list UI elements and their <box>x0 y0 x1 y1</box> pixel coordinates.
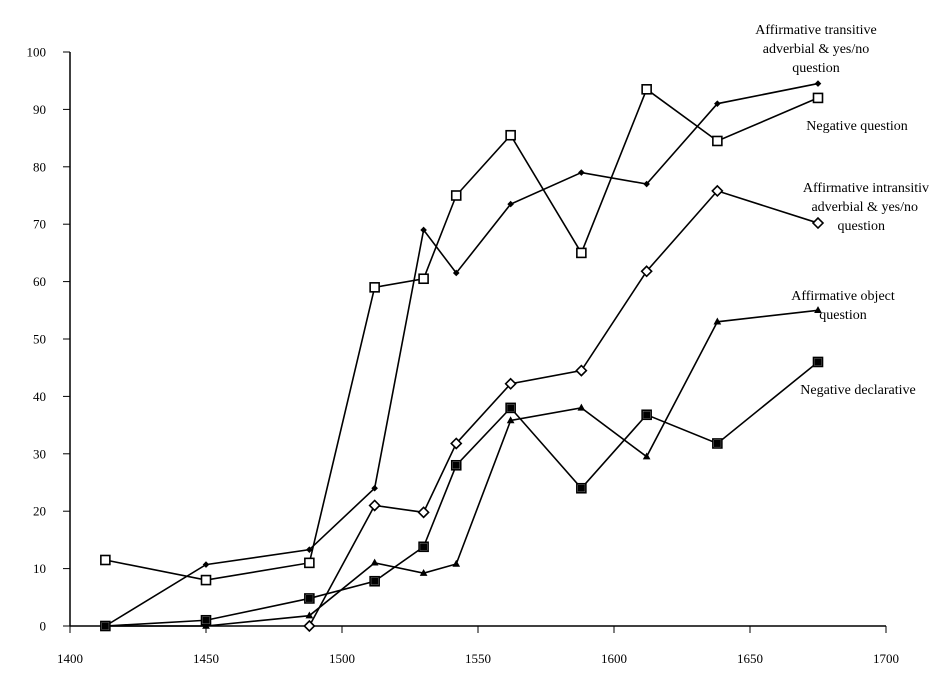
small-diamond-marker <box>814 80 822 87</box>
filled-square-marker <box>420 543 428 551</box>
series-label-line: Affirmative intransitiv <box>803 181 929 196</box>
filled-square-marker <box>577 484 585 492</box>
series-0 <box>102 80 822 630</box>
open-square-marker <box>369 282 380 293</box>
y-tick-label: 60 <box>33 274 46 289</box>
x-tick-label: 1550 <box>465 651 491 666</box>
y-tick-label: 0 <box>40 619 47 634</box>
filled-square-marker <box>814 358 822 366</box>
triangle-marker <box>506 416 515 424</box>
small-diamond-marker <box>202 561 210 568</box>
open-diamond-marker <box>368 499 381 512</box>
series-label-line: Negative declarative <box>800 383 915 398</box>
x-tick-label: 1600 <box>601 651 627 666</box>
series-label-line: question <box>819 308 866 323</box>
small-diamond-marker <box>507 200 514 208</box>
series-label-line: question <box>838 219 885 234</box>
series-label-line: Affirmative transitive <box>755 23 876 38</box>
filled-square-marker <box>101 622 109 630</box>
small-diamond-marker <box>306 546 313 553</box>
triangle-marker <box>577 403 586 411</box>
open-square-marker <box>641 84 652 95</box>
axes: 0 10 20 30 40 50 60 70 80 90 100 1400 1450 1500 1550 16… <box>27 45 900 667</box>
open-diamond-marker <box>504 377 517 390</box>
small-diamond-marker <box>714 100 721 107</box>
triangle-marker <box>419 568 428 576</box>
x-tick-label: 1400 <box>57 651 83 666</box>
x-tick-label: 1700 <box>873 651 899 666</box>
small-diamond-marker <box>578 169 585 176</box>
series-1 <box>100 84 824 586</box>
open-square-marker <box>712 135 723 147</box>
open-diamond-marker <box>811 216 825 230</box>
series-line <box>104 82 819 627</box>
triangle-marker <box>814 306 822 313</box>
small-diamond-marker <box>643 180 650 188</box>
open-diamond-marker <box>303 619 316 633</box>
small-diamond-marker <box>371 484 378 492</box>
filled-square-marker <box>371 577 379 585</box>
y-tick-label: 100 <box>27 45 47 60</box>
small-diamond-marker <box>420 226 427 234</box>
open-diamond-marker <box>711 184 724 198</box>
open-diamond-marker <box>417 506 430 519</box>
series-label-line: Affirmative object <box>791 289 895 304</box>
series-labels: Affirmative transitive adverbial & yes/no… <box>755 23 929 398</box>
series-label-line: adverbial & yes/no <box>763 42 870 57</box>
series-layer <box>100 80 825 633</box>
open-square-marker <box>304 557 315 569</box>
y-tick-label: 30 <box>33 446 46 461</box>
y-tick-label: 90 <box>33 102 46 117</box>
open-square-marker <box>100 554 111 566</box>
filled-square-marker <box>202 616 210 624</box>
x-tick-label: 1650 <box>737 651 763 666</box>
y-tick-label: 80 <box>33 159 46 174</box>
open-square-marker <box>200 574 212 586</box>
triangle-marker <box>642 452 651 460</box>
y-tick-label: 70 <box>33 217 46 232</box>
filled-square-marker <box>713 439 721 447</box>
triangle-marker <box>305 611 314 619</box>
filled-square-marker <box>305 594 313 602</box>
open-square-marker <box>812 92 824 104</box>
open-square-marker <box>418 273 429 285</box>
series-line <box>105 361 819 627</box>
series-2 <box>303 184 825 633</box>
series-3 <box>101 306 822 629</box>
filled-square-marker <box>643 411 651 419</box>
y-tick-label: 20 <box>33 504 46 519</box>
series-label-line: Negative question <box>806 119 907 134</box>
series-4 <box>100 356 824 632</box>
filled-square-marker <box>452 461 460 469</box>
y-tick-label: 10 <box>33 561 46 576</box>
triangle-marker <box>370 558 379 566</box>
filled-square-marker <box>507 404 515 412</box>
open-square-marker <box>450 190 462 201</box>
open-square-marker <box>576 247 587 259</box>
open-diamond-marker <box>640 265 653 278</box>
triangle-marker <box>713 317 722 325</box>
open-square-marker <box>505 129 516 141</box>
triangle-marker <box>452 559 461 567</box>
open-diamond-marker <box>575 364 588 377</box>
series-line <box>308 189 819 627</box>
x-tick-label: 1450 <box>193 651 219 666</box>
series-label-line: question <box>792 61 839 76</box>
y-tick-label: 40 <box>33 389 46 404</box>
x-tick-label: 1500 <box>329 651 355 666</box>
open-diamond-marker <box>450 437 463 450</box>
series-label-line: adverbial & yes/no <box>811 200 918 215</box>
small-diamond-marker <box>452 269 460 277</box>
y-tick-label: 50 <box>33 332 46 347</box>
